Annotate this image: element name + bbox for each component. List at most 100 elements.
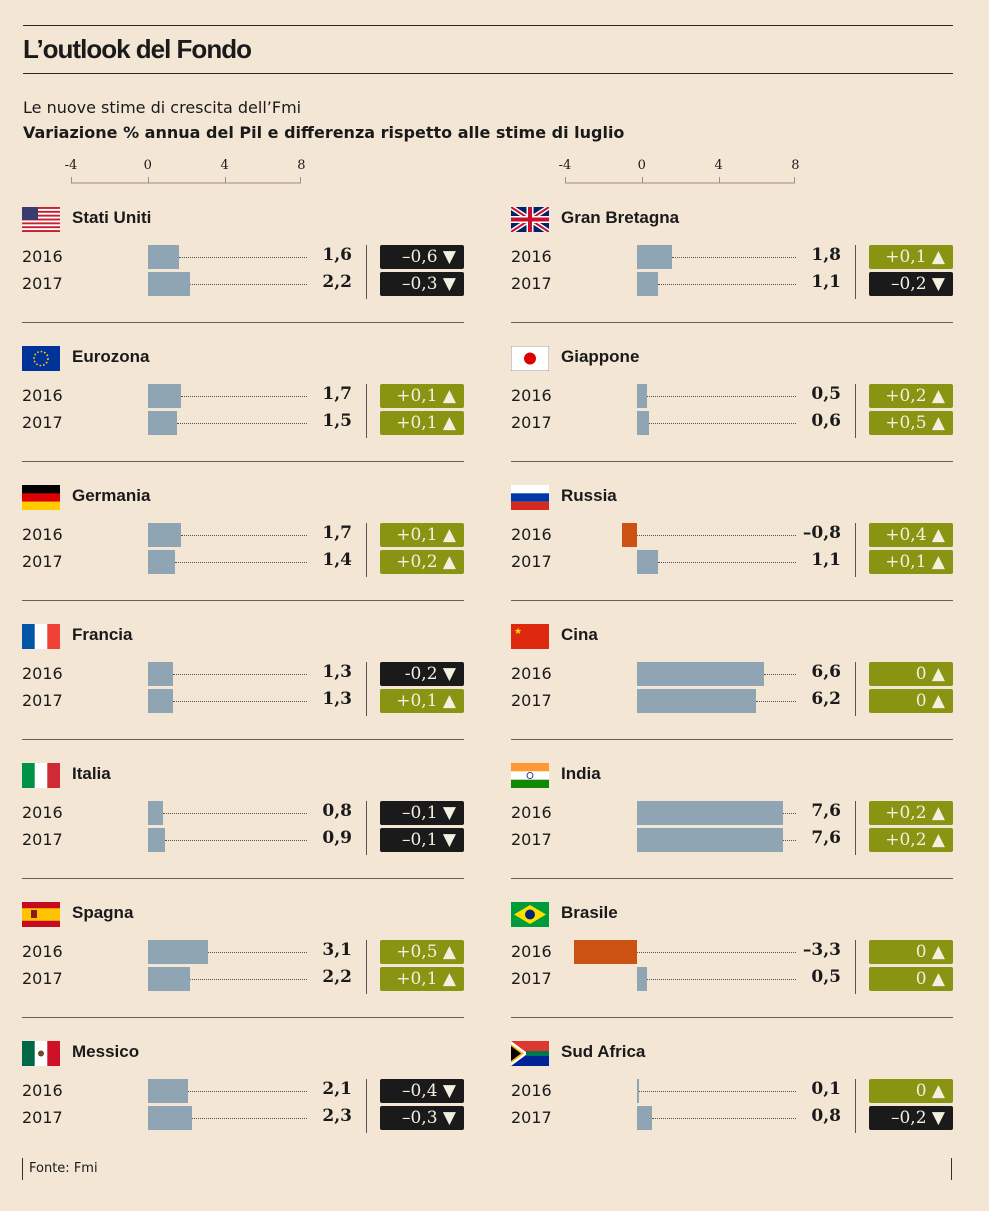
diff-badge: +0,1 ▲	[869, 245, 953, 269]
country-name: India	[561, 764, 601, 783]
bracket	[855, 801, 856, 855]
bar-2017	[637, 689, 757, 713]
axis-tick-label: 0	[143, 158, 152, 173]
year-label: 2017	[511, 830, 552, 849]
axis-tick	[224, 177, 226, 183]
bar-2017	[148, 550, 175, 574]
bar-2016	[637, 245, 672, 269]
leader-line	[190, 284, 307, 285]
panel-separator	[22, 878, 464, 879]
uk-flag-icon	[511, 207, 549, 232]
bracket	[855, 384, 856, 438]
bar-2016	[148, 940, 208, 964]
leader-line	[172, 701, 307, 702]
axis-tick-label: 0	[637, 158, 646, 173]
value-label: 0,1	[811, 1079, 841, 1099]
value-label: 1,1	[811, 550, 841, 570]
leader-line	[671, 257, 796, 258]
country-panel: India 2016 7,6 +0,2 ▲ 2017 7,6 +0,2 ▲	[511, 763, 953, 893]
axis-tick	[794, 177, 795, 183]
diff-badge: 0 ▲	[869, 1079, 953, 1103]
chart-title: L’outlook del Fondo	[23, 34, 252, 64]
axis-tick-label: 8	[791, 158, 800, 173]
country-panel: Messico 2016 2,1 –0,4 ▼ 2017 2,3 –0,3 ▼	[22, 1041, 464, 1171]
bar-2017	[148, 411, 177, 435]
diff-badge: +0,2 ▲	[869, 801, 953, 825]
country-name: Brasile	[561, 903, 618, 922]
year-label: 2016	[511, 386, 552, 405]
bracket	[366, 384, 367, 438]
axis-tick-label: -4	[558, 158, 572, 173]
leader-line	[178, 257, 307, 258]
bar-2016	[148, 801, 164, 825]
bracket	[366, 245, 367, 299]
country-name: Giappone	[561, 347, 640, 366]
diff-badge: +0,1 ▲	[380, 689, 464, 713]
diff-badge: –0,2 ▼	[869, 272, 953, 296]
leader-line	[637, 535, 796, 536]
year-label: 2017	[511, 552, 552, 571]
year-label: 2017	[511, 691, 552, 710]
country-panel: Germania 2016 1,7 +0,1 ▲ 2017 1,4 +0,2 ▲	[22, 485, 464, 615]
value-label: 7,6	[811, 801, 841, 821]
panel-separator	[511, 461, 953, 462]
diff-badge: +0,5 ▲	[869, 411, 953, 435]
chart-subtitle: Le nuove stime di crescita dell’Fmi	[23, 98, 302, 117]
value-label: 0,6	[811, 411, 841, 431]
axis-tick-label: 8	[297, 158, 306, 173]
south-africa-flag-icon	[511, 1041, 549, 1066]
leader-line	[658, 284, 796, 285]
value-label: –0,8	[802, 523, 841, 543]
country-panel: Giappone 2016 0,5 +0,2 ▲ 2017 0,6 +0,5 ▲	[511, 346, 953, 476]
panel-separator	[511, 600, 953, 601]
axis-tick	[147, 177, 149, 183]
bar-2017	[148, 272, 191, 296]
axis-tick	[641, 177, 643, 183]
country-name: Messico	[72, 1042, 140, 1061]
value-label: 2,2	[322, 967, 352, 987]
year-label: 2017	[511, 1108, 552, 1127]
diff-badge: +0,2 ▲	[869, 384, 953, 408]
bracket	[366, 940, 367, 994]
value-label: 1,7	[322, 384, 352, 404]
axis-tick	[718, 177, 720, 183]
panel-separator	[22, 322, 464, 323]
leader-line	[172, 674, 307, 675]
year-label: 2017	[22, 274, 63, 293]
value-label: 3,1	[322, 940, 352, 960]
value-label: 2,2	[322, 272, 352, 292]
country-panel: Sud Africa 2016 0,1 0 ▲ 2017 0,8 –0,2 ▼	[511, 1041, 953, 1171]
year-label: 2017	[22, 830, 63, 849]
value-label: 1,8	[811, 245, 841, 265]
bar-2017	[637, 550, 659, 574]
diff-badge: –0,1 ▼	[380, 801, 464, 825]
leader-line	[648, 423, 796, 424]
panel-separator	[22, 1017, 464, 1018]
leader-line	[658, 562, 796, 563]
bracket	[366, 801, 367, 855]
year-label: 2016	[22, 386, 63, 405]
year-label: 2016	[511, 803, 552, 822]
panel-separator	[22, 600, 464, 601]
leader-line	[782, 813, 796, 814]
year-label: 2016	[22, 1081, 63, 1100]
diff-badge: +0,1 ▲	[869, 550, 953, 574]
axis-tick-label: 4	[714, 158, 723, 173]
leader-line	[756, 701, 796, 702]
diff-badge: +0,1 ▲	[380, 967, 464, 991]
country-name: Cina	[561, 625, 598, 644]
bracket	[366, 523, 367, 577]
diff-badge: +0,1 ▲	[380, 411, 464, 435]
bar-2016	[637, 801, 783, 825]
value-label: 0,8	[811, 1106, 841, 1126]
diff-badge: 0 ▲	[869, 967, 953, 991]
value-label: 1,1	[811, 272, 841, 292]
bar-2017	[148, 1106, 193, 1130]
diff-badge: +0,4 ▲	[869, 523, 953, 547]
value-label: 2,3	[322, 1106, 352, 1126]
axis-tick	[300, 177, 301, 183]
diff-badge: –0,3 ▼	[380, 1106, 464, 1130]
country-name: Francia	[72, 625, 133, 644]
axis-tick-label: -4	[64, 158, 78, 173]
leader-line	[639, 1091, 796, 1092]
